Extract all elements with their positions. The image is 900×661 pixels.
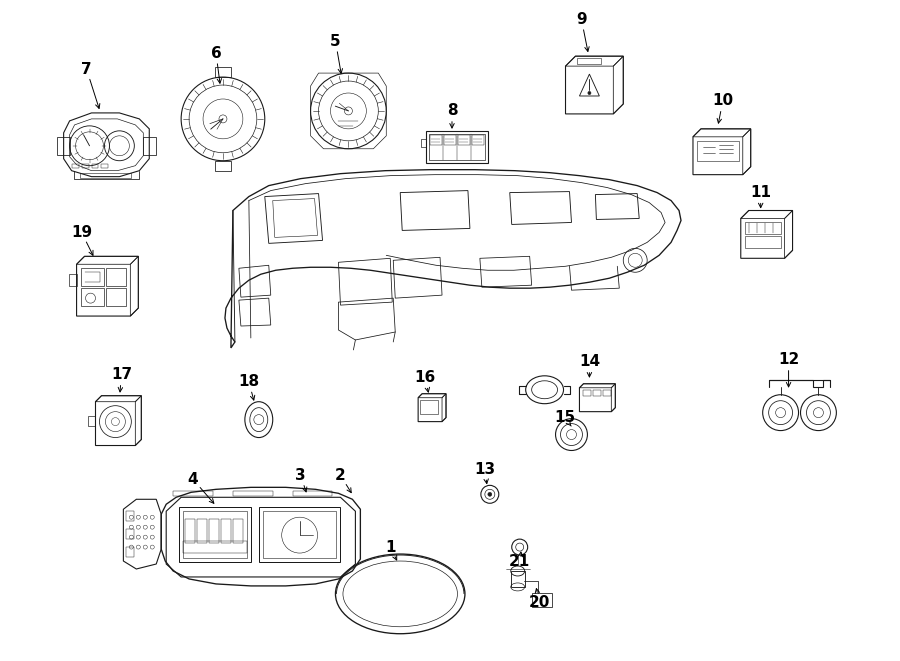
Bar	[745, 237, 780, 249]
Bar	[603, 390, 611, 396]
Bar	[126, 529, 134, 539]
Bar	[429, 134, 485, 160]
Bar	[126, 511, 134, 521]
Bar	[106, 268, 126, 286]
Bar	[72, 164, 78, 168]
Bar	[263, 511, 337, 558]
Bar	[183, 511, 247, 558]
Text: 3: 3	[295, 468, 306, 483]
Text: 18: 18	[238, 374, 259, 389]
Bar	[82, 164, 88, 168]
Text: 15: 15	[554, 410, 575, 425]
Bar	[143, 137, 157, 155]
Bar	[233, 519, 243, 543]
Text: 13: 13	[474, 462, 495, 477]
Bar	[510, 571, 525, 587]
Bar	[583, 390, 591, 396]
Bar	[81, 288, 104, 306]
Text: 7: 7	[81, 61, 92, 77]
Bar	[173, 491, 213, 496]
Bar	[426, 131, 488, 163]
Bar	[57, 137, 69, 155]
Text: 1: 1	[385, 539, 395, 555]
Text: 20: 20	[529, 596, 550, 610]
Bar	[209, 519, 219, 543]
Text: 5: 5	[330, 34, 341, 49]
Bar	[745, 223, 780, 235]
Bar	[183, 541, 247, 553]
Bar	[420, 400, 438, 414]
Bar	[578, 58, 601, 64]
Bar	[472, 135, 484, 145]
Text: 21: 21	[509, 553, 530, 568]
Bar	[458, 135, 470, 145]
Bar	[444, 135, 456, 145]
Bar	[197, 519, 207, 543]
Bar	[92, 164, 98, 168]
Circle shape	[488, 492, 491, 496]
Bar	[102, 164, 108, 168]
Bar	[81, 268, 104, 286]
Bar	[430, 135, 442, 145]
Text: 16: 16	[415, 370, 436, 385]
Bar	[292, 491, 332, 496]
Bar	[259, 507, 340, 562]
Bar	[179, 507, 251, 562]
Text: 11: 11	[751, 185, 771, 200]
Text: 14: 14	[579, 354, 600, 369]
Bar	[185, 519, 195, 543]
Text: 19: 19	[71, 225, 92, 240]
Bar	[221, 519, 231, 543]
Bar	[697, 141, 739, 161]
Bar	[106, 288, 126, 306]
Bar	[593, 390, 601, 396]
Text: 10: 10	[712, 93, 733, 108]
Circle shape	[588, 91, 591, 95]
Text: 4: 4	[188, 472, 198, 487]
Text: 9: 9	[576, 12, 587, 27]
Text: 6: 6	[211, 46, 221, 61]
Bar	[233, 491, 273, 496]
Text: 2: 2	[335, 468, 346, 483]
Text: 8: 8	[446, 103, 457, 118]
Text: 17: 17	[111, 368, 132, 382]
Bar	[79, 173, 131, 178]
Bar	[126, 547, 134, 557]
Bar	[532, 593, 552, 607]
Text: 12: 12	[778, 352, 799, 368]
